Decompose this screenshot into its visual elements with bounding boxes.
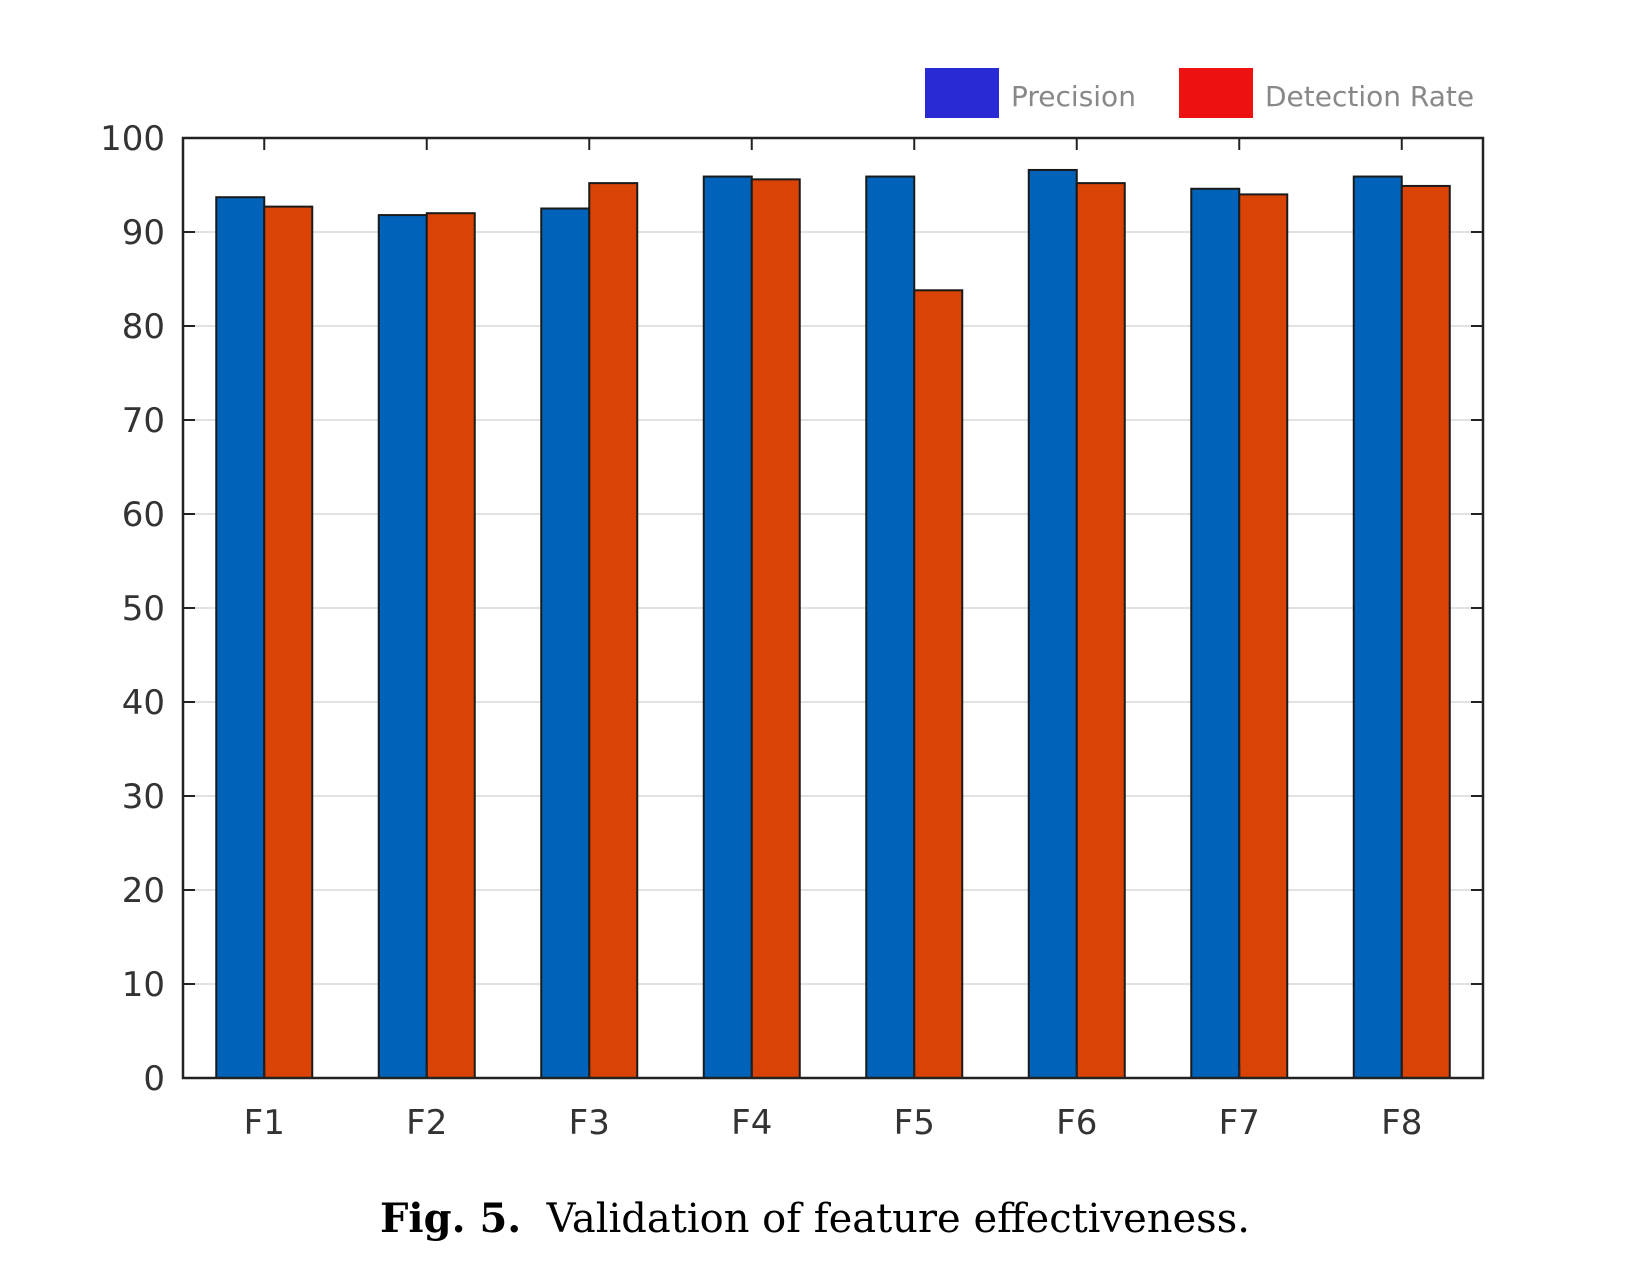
figure-label: Fig. 5.	[380, 1195, 522, 1242]
bar-precision-f3	[540, 207, 591, 1079]
bar-precision-f4	[702, 175, 753, 1080]
y-tick-label: 60	[122, 495, 165, 535]
legend-label-detection-rate: Detection Rate	[1265, 80, 1474, 113]
x-tick-label: F2	[406, 1103, 447, 1143]
x-axis-ticks: F1 F2 F3 F4 F5 F6 F7 F8	[244, 138, 1422, 1143]
x-tick-label: F1	[244, 1103, 285, 1143]
legend-swatch-detection-rate	[1179, 68, 1253, 118]
y-tick-label: 80	[122, 307, 165, 347]
x-tick-label: F4	[731, 1103, 772, 1143]
x-tick-label: F3	[569, 1103, 610, 1143]
x-tick-label: F8	[1381, 1103, 1422, 1143]
legend-label-precision: Precision	[1011, 80, 1136, 113]
bar-detection-rate-f3	[588, 182, 639, 1079]
y-tick-label: 30	[122, 777, 165, 817]
y-tick-label: 50	[122, 589, 165, 629]
x-tick-label: F6	[1056, 1103, 1097, 1143]
figure-caption: Fig. 5. Validation of feature effectiven…	[0, 1195, 1630, 1242]
y-tick-label: 0	[143, 1059, 165, 1099]
y-tick-label: 10	[122, 965, 165, 1005]
bar-detection-rate-f8	[1400, 184, 1451, 1079]
bar-precision-f2	[377, 214, 428, 1079]
bar-detection-rate-f5	[913, 289, 964, 1079]
bar-precision-f5	[865, 175, 916, 1080]
bar-detection-rate-f1	[263, 205, 314, 1079]
y-axis-ticks: 0 10 20 30 40 50 60 70 80 90 100	[100, 119, 1483, 1099]
y-tick-label: 20	[122, 871, 165, 911]
figure-caption-text: Validation of feature effectiveness.	[546, 1196, 1250, 1242]
bar-precision-f7	[1190, 187, 1241, 1079]
y-tick-label: 40	[122, 683, 165, 723]
x-tick-label: F5	[894, 1103, 935, 1143]
y-tick-label: 70	[122, 401, 165, 441]
bar-detection-rate-f6	[1075, 182, 1126, 1079]
bar-precision-f1	[215, 196, 266, 1080]
bar-chart: Precision Detection Rate 0 10 20 30 40 50 60 70 8…	[100, 68, 1485, 1143]
bar-precision-f8	[1352, 175, 1403, 1080]
bar-detection-rate-f7	[1238, 193, 1289, 1079]
bar-detection-rate-f4	[750, 178, 801, 1080]
bar-precision-f6	[1027, 168, 1078, 1079]
y-tick-label: 90	[122, 213, 165, 253]
bar-detection-rate-f2	[425, 212, 476, 1079]
bars	[215, 168, 1451, 1080]
x-tick-label: F7	[1219, 1103, 1260, 1143]
y-tick-label: 100	[100, 119, 165, 159]
chart-legend: Precision Detection Rate	[925, 68, 1474, 118]
legend-swatch-precision	[925, 68, 999, 118]
